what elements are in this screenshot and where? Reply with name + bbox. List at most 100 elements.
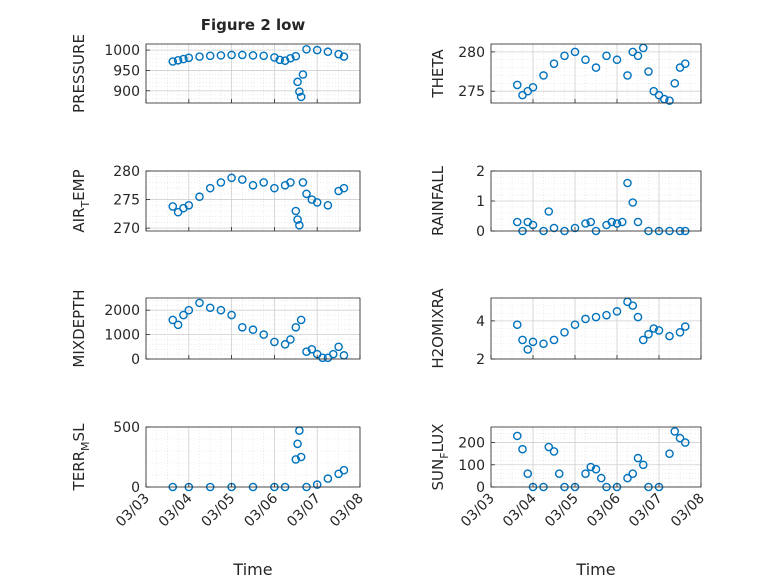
data-point (205, 51, 215, 61)
data-point (173, 207, 183, 217)
data-point (549, 59, 559, 68)
y-tick-label: 0 (131, 480, 140, 496)
data-point (665, 449, 674, 458)
x-tick-label: 03/07 (284, 491, 324, 531)
data-point (654, 326, 664, 335)
data-point (227, 310, 236, 320)
y-axis-label: MIXDEPTH (70, 289, 88, 367)
y-axis-label: AIRTEMP (70, 169, 92, 232)
data-point (581, 55, 590, 65)
data-point (612, 55, 622, 65)
axes-frame (145, 43, 361, 104)
data-point (591, 464, 601, 474)
data-point (523, 345, 533, 354)
data-point (328, 349, 338, 359)
x-tick-label: 03/06 (241, 490, 281, 530)
data-point (205, 303, 215, 313)
axes-background (146, 44, 360, 103)
x-tick-label: 03/06 (584, 490, 624, 530)
y-tick-label: 0 (476, 224, 485, 240)
data-point (280, 56, 290, 65)
data-point (665, 96, 674, 105)
y-tick-label: 275 (113, 193, 140, 209)
data-point (291, 51, 301, 61)
data-point (602, 310, 611, 320)
data-point (554, 469, 564, 478)
data-point (227, 50, 236, 60)
data-point (633, 312, 643, 322)
data-point (623, 473, 632, 483)
y-tick-label: 2000 (104, 303, 140, 319)
data-point (296, 315, 306, 325)
data-point (512, 217, 522, 227)
data-point (312, 480, 322, 489)
data-point (339, 465, 349, 475)
x-tick-label: 03/08 (668, 491, 708, 531)
data-point (293, 215, 302, 224)
x-tick-label: 03/04 (500, 490, 540, 530)
data-point (581, 469, 590, 478)
data-point (259, 178, 269, 187)
subplot-sun-flux: 0 100 200 SUNFLUX 03/03 03/04 03/05 03/06 03/07 0… (429, 424, 708, 579)
data-point (173, 320, 183, 330)
data-point (184, 305, 194, 315)
data-point (512, 80, 522, 90)
data-point (312, 45, 322, 55)
x-tick-label: 03/08 (327, 491, 367, 531)
data-point (237, 322, 247, 332)
data-point (560, 51, 569, 61)
axes-frame (145, 426, 361, 488)
data-point (670, 427, 680, 436)
data-point (334, 49, 343, 59)
data-point (168, 57, 178, 66)
data-point (270, 183, 279, 193)
data-point (628, 198, 638, 207)
data-point (560, 328, 569, 337)
data-point (549, 447, 559, 456)
y-tick-label: 900 (113, 84, 140, 100)
data-point (195, 192, 204, 202)
axes-frame (145, 170, 361, 232)
data-point (623, 178, 632, 188)
data-point (291, 455, 301, 464)
x-tick-label: 03/03 (458, 491, 498, 531)
data-point (570, 320, 580, 329)
data-point (168, 202, 178, 211)
data-point (296, 92, 306, 102)
data-point (270, 337, 279, 347)
data-point (628, 469, 638, 478)
data-point (512, 431, 522, 441)
data-point (649, 324, 659, 333)
data-point (323, 200, 333, 210)
data-point (179, 310, 188, 320)
data-point (633, 217, 643, 227)
y-tick-label: 950 (113, 63, 140, 79)
data-point (518, 444, 527, 454)
x-tick-label: 03/07 (626, 491, 666, 531)
data-point (248, 180, 258, 190)
y-tick-label: 200 (458, 436, 485, 452)
y-axis-label: SUNFLUX (429, 424, 451, 491)
axes-frame (145, 297, 361, 360)
y-tick-label: 4 (476, 314, 485, 330)
data-point (581, 219, 590, 228)
data-point (184, 200, 194, 210)
x-axis-label: Time (575, 560, 615, 579)
data-point (293, 77, 302, 87)
y-tick-label: 1000 (104, 328, 140, 344)
data-point (549, 223, 559, 233)
data-point (205, 183, 215, 193)
subplot-mixdepth: 0 1000 2000 MIXDEPTH (70, 289, 361, 368)
data-point (644, 67, 653, 76)
y-tick-label: 500 (113, 420, 140, 436)
subplot-rainfall: 0 1 2 RAINFALL (429, 164, 702, 240)
data-point (291, 206, 301, 216)
data-point (586, 462, 596, 472)
data-point (286, 335, 295, 344)
y-tick-label: 280 (113, 164, 140, 180)
data-point (312, 198, 322, 207)
data-point (168, 315, 178, 325)
y-tick-label: 1 (476, 194, 485, 210)
data-point (607, 217, 617, 227)
